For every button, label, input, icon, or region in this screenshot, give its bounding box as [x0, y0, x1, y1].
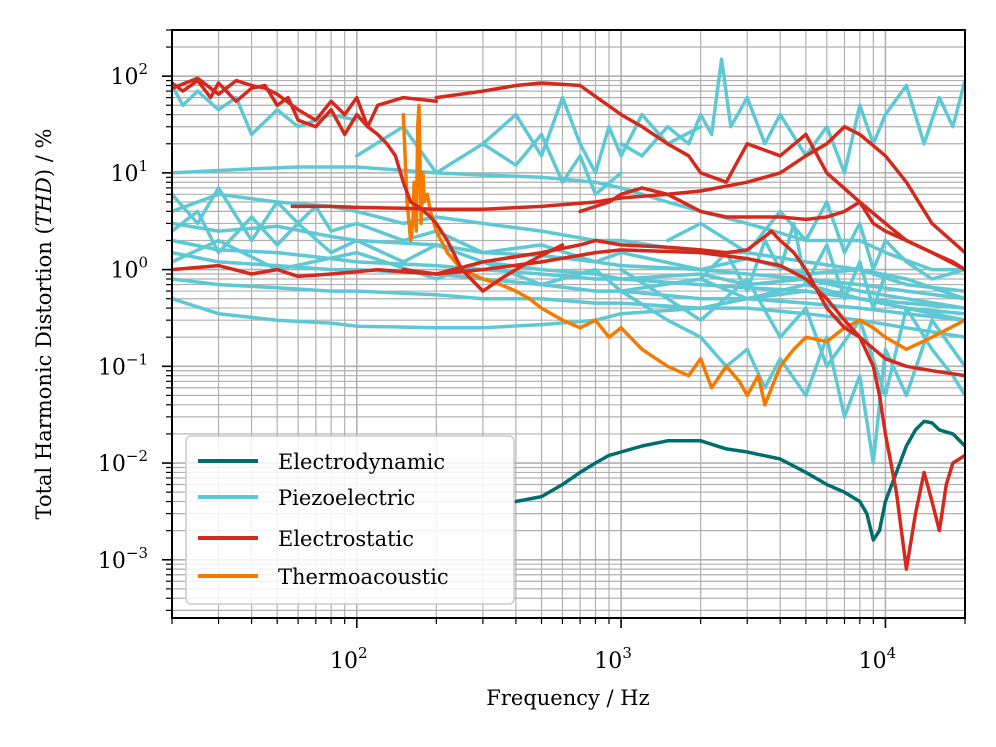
series-line-piezoelectric: [172, 165, 965, 272]
legend-box: [185, 435, 515, 605]
y-axis-label-thd: THD: [32, 177, 56, 226]
series-line-piezoelectric: [172, 209, 965, 310]
y-tick-label: 101: [110, 157, 148, 187]
legend-label-electrostatic: Electrostatic: [278, 527, 414, 551]
x-tick-label: 104: [859, 644, 897, 674]
y-tick-label: 10−1: [98, 350, 148, 380]
x-tick-label: 103: [594, 644, 632, 674]
series-line-electrostatic: [172, 78, 439, 137]
y-tick-label: 10−2: [98, 447, 148, 477]
y-axis-label-post: ) / %: [32, 129, 56, 178]
x-tick-label: 102: [330, 644, 368, 674]
y-tick-label: 10−3: [98, 544, 148, 574]
series-line-piezoelectric: [698, 221, 888, 310]
axis-ticks: [162, 29, 966, 628]
legend-label-thermoacoustic: Thermoacoustic: [278, 565, 449, 589]
x-axis-label: Frequency / Hz: [486, 686, 649, 710]
plot-frame: [171, 29, 966, 619]
legend-label-piezoelectric: Piezoelectric: [278, 486, 415, 510]
series-layer: [172, 57, 965, 571]
y-tick-label: 102: [110, 60, 148, 90]
series-line-electrostatic: [401, 229, 965, 571]
y-tick-labels: 10−3 10−2 10−1 100 101 102: [98, 60, 148, 574]
series-line-electrostatic: [434, 81, 965, 272]
series-line-piezoelectric: [619, 267, 965, 398]
x-tick-labels: 102 103 104: [330, 644, 896, 674]
series-line-electrostatic: [578, 186, 965, 272]
series-line-thermoacoustic: [401, 103, 965, 407]
series-line-electrodynamic: [514, 419, 965, 542]
series-line-electrostatic: [290, 124, 965, 255]
y-axis-label: Total Harmonic Distortion (THD) / %: [32, 129, 56, 520]
legend: Electrodynamic Piezoelectric Electrostat…: [185, 435, 515, 605]
series-line-piezoelectric: [665, 200, 965, 281]
y-tick-label: 100: [110, 254, 148, 284]
legend-label-electrodynamic: Electrodynamic: [278, 450, 445, 474]
y-axis-label-pre: Total Harmonic Distortion (: [32, 226, 56, 519]
series-line-piezoelectric: [619, 289, 965, 465]
